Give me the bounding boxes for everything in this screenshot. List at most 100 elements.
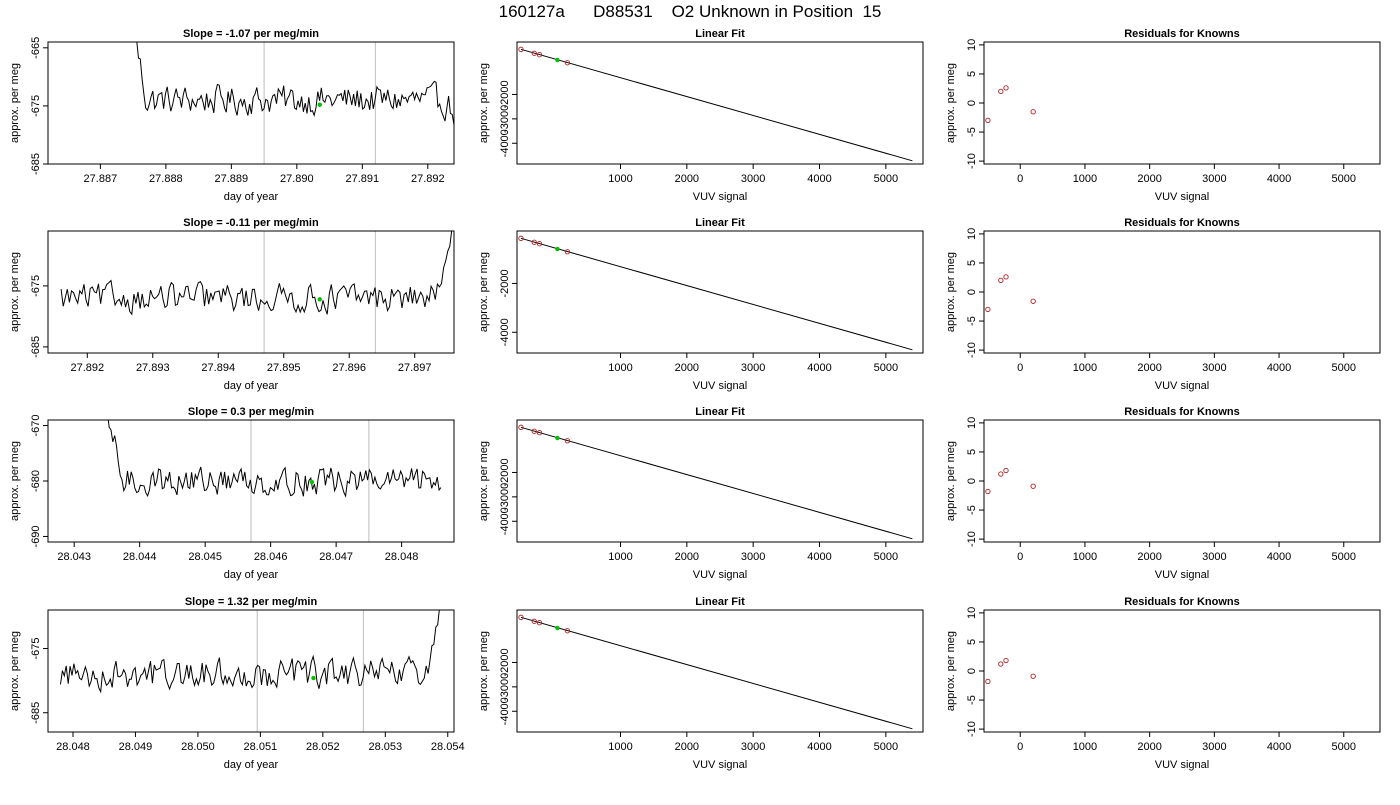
y-axis-label: approx. per meg — [9, 252, 21, 332]
signal-trace — [107, 420, 442, 498]
data-point — [1030, 673, 1036, 679]
x-tick-label: 0 — [1017, 741, 1023, 753]
y-tick-label: -10 — [966, 531, 978, 547]
x-tick-label: 28.047 — [319, 551, 353, 563]
data-point — [564, 438, 571, 444]
y-tick-label: -2000 — [499, 458, 511, 486]
x-tick-label: 28.054 — [431, 741, 465, 753]
unknown-point-marker — [555, 435, 560, 441]
panel-title: Linear Fit — [695, 217, 745, 229]
x-tick-label: 27.897 — [398, 362, 432, 374]
x-tick-label: 2000 — [1137, 551, 1161, 563]
y-tick-label: -5 — [966, 316, 978, 326]
y-tick-label: 0 — [966, 100, 978, 106]
x-tick-label: 0 — [1017, 173, 1023, 185]
x-tick-label: 5000 — [874, 362, 898, 374]
y-axis-label: approx. per meg — [945, 63, 957, 143]
x-tick-label: 27.896 — [332, 362, 366, 374]
data-point — [564, 249, 571, 255]
panel-title: Linear Fit — [695, 596, 745, 608]
y-axis-label: approx. per meg — [9, 631, 21, 711]
plot-frame — [983, 230, 1381, 354]
x-tick-label: 5000 — [874, 741, 898, 753]
y-axis-label: approx. per meg — [945, 441, 957, 521]
data-point — [518, 235, 524, 241]
x-tick-label: 28.046 — [254, 551, 288, 563]
fit-panel-row-1: Linear Fit 1000 2000 3000 4000 5000 -4000 -2000… — [478, 217, 924, 392]
y-axis-label: approx. per meg — [478, 441, 490, 521]
fit-panel-row-2: Linear Fit 1000 2000 3000 4000 5000 -4000-3000… — [478, 406, 924, 581]
drift-panel-row-3: Slope = 1.32 per meg/min 28.048 28.049 28.0… — [9, 596, 465, 771]
x-tick-label: 28.048 — [385, 551, 419, 563]
x-axis-label: VUV signal — [693, 759, 747, 771]
x-tick-label: 27.894 — [201, 362, 235, 374]
y-tick-label: -3000 — [499, 673, 511, 701]
plot-frame — [983, 609, 1381, 733]
x-tick-label: 27.888 — [149, 173, 183, 185]
x-tick-label: 27.891 — [345, 173, 379, 185]
data-point — [1003, 274, 1009, 280]
y-tick-label: -665 — [30, 37, 42, 59]
unknown-point-marker — [555, 57, 560, 63]
panel-title: Slope = -1.07 per meg/min — [183, 28, 319, 40]
y-axis-label: approx. per meg — [9, 441, 21, 521]
x-tick-label: 27.887 — [84, 173, 118, 185]
x-tick-label: 4000 — [1267, 362, 1291, 374]
unknown-point-marker — [317, 102, 322, 107]
y-tick-label: -680 — [30, 470, 42, 492]
plot-frame — [516, 41, 924, 165]
resid-panel-row-3: Residuals for Knowns 0 1000 2000 3000 4000 500… — [945, 596, 1381, 771]
x-tick-label: 2000 — [675, 551, 699, 563]
x-tick-label: 28.043 — [57, 551, 91, 563]
fit-line — [520, 48, 913, 162]
x-axis-label: VUV signal — [693, 191, 747, 203]
x-axis-label: day of year — [224, 380, 279, 392]
x-axis-label: day of year — [224, 569, 279, 581]
y-tick-label: 5 — [966, 639, 978, 645]
x-tick-label: 1000 — [1073, 362, 1097, 374]
data-point — [1003, 85, 1009, 91]
x-tick-label: 28.050 — [181, 741, 215, 753]
y-tick-label: -5 — [966, 695, 978, 705]
x-tick-label: 3000 — [1202, 551, 1226, 563]
signal-trace — [136, 42, 454, 125]
x-tick-label: 28.051 — [244, 741, 278, 753]
plot-area — [518, 614, 913, 730]
unknown-point-marker — [309, 479, 315, 485]
y-tick-label: -675 — [30, 275, 42, 297]
x-axis-label: VUV signal — [1155, 191, 1209, 203]
signal-trace — [60, 610, 440, 694]
panel-title: Residuals for Knowns — [1124, 406, 1240, 418]
y-tick-label: 5 — [966, 71, 978, 77]
x-tick-label: 1000 — [1073, 173, 1097, 185]
data-point — [531, 239, 537, 245]
y-tick-label: -10 — [966, 153, 978, 169]
x-tick-label: 2000 — [675, 173, 699, 185]
x-tick-label: 0 — [1017, 551, 1023, 563]
data-point — [518, 424, 524, 430]
plot-area — [985, 467, 1036, 495]
y-tick-label: -2000 — [499, 648, 511, 676]
y-tick-label: -675 — [30, 95, 42, 117]
y-axis-label: approx. per meg — [945, 252, 957, 332]
x-tick-label: 2000 — [1137, 362, 1161, 374]
y-tick-label: 10 — [966, 417, 978, 429]
drift-panel-row-0: Slope = -1.07 per meg/min 27.887 27.888 27.… — [9, 28, 455, 203]
y-tick-label: -3000 — [499, 483, 511, 511]
plot-area — [107, 420, 442, 498]
plot-frame — [47, 609, 455, 733]
x-tick-label: 1000 — [608, 741, 632, 753]
resid-panel-row-1: Residuals for Knowns 0 1000 2000 3000 4000 500… — [945, 217, 1381, 392]
plot-area — [985, 85, 1036, 124]
x-axis-label: day of year — [224, 759, 279, 771]
x-tick-label: 28.052 — [306, 741, 340, 753]
y-tick-label: -4000 — [499, 697, 511, 725]
x-tick-label: 3000 — [741, 551, 765, 563]
y-tick-label: -4000 — [499, 318, 511, 346]
data-point — [985, 306, 991, 313]
drift-panel-row-1: Slope = -0.11 per meg/min 27.892 27.893 27.… — [9, 217, 455, 392]
data-point — [1030, 298, 1036, 304]
y-axis-label: approx. per meg — [478, 631, 490, 711]
x-axis-label: VUV signal — [1155, 569, 1209, 581]
data-point — [998, 661, 1004, 667]
